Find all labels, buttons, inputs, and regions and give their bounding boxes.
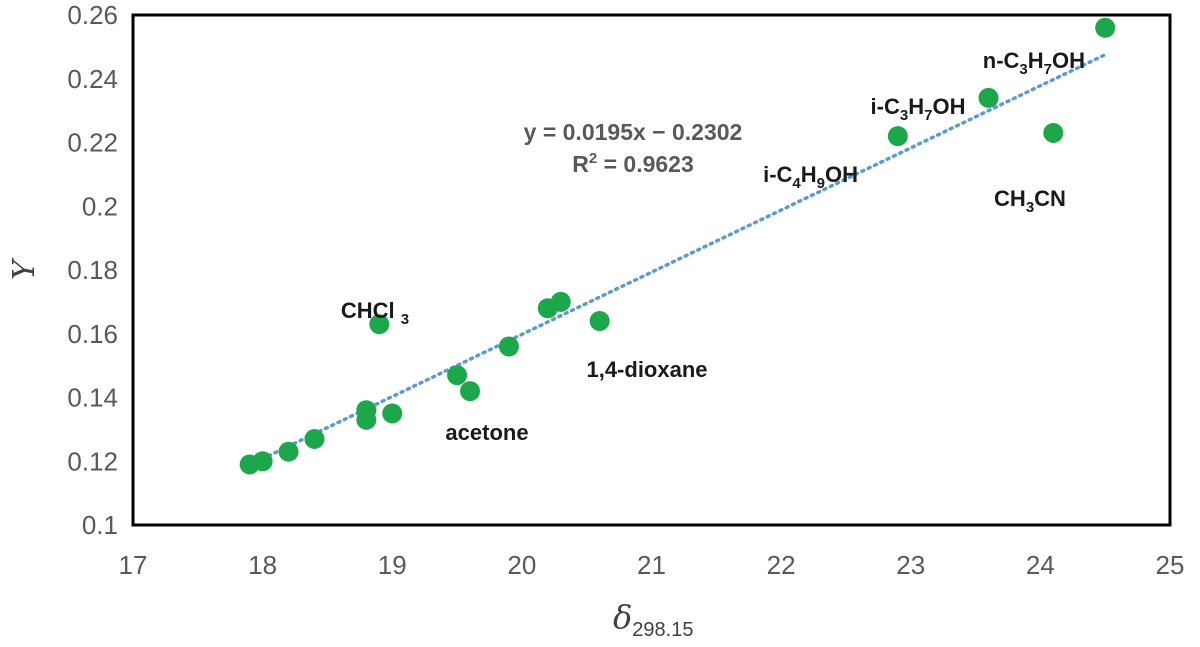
annotation-part: 9 — [817, 175, 825, 192]
annotation-part: H — [801, 162, 817, 187]
y-tick-label: 0.14 — [67, 383, 118, 413]
r2-label: R — [572, 151, 589, 177]
annotation-part: CHCl — [341, 298, 401, 323]
trendline-equation: y = 0.0195x − 0.2302 — [524, 119, 743, 145]
data-point — [978, 87, 999, 108]
annotation-part: 7 — [1044, 61, 1052, 78]
trendline — [247, 52, 1107, 467]
annotation-part: OH — [932, 94, 965, 119]
y-tick-label: 0.12 — [67, 446, 118, 476]
annotation-chcl3: CHCl 3 — [341, 298, 409, 328]
trendline-r-squared: R2 = 0.9623 — [572, 150, 694, 177]
x-axis-ticks: 17 18 19 20 21 22 23 24 25 — [119, 550, 1185, 580]
annotation-part: acetone — [445, 420, 528, 445]
plot-frame — [131, 13, 1172, 527]
annotation-ibutanol: i-C4H9OH — [763, 162, 858, 192]
y-axis-label: Y — [7, 257, 42, 280]
y-axis-ticks: 0.1 0.12 0.14 0.16 0.18 0.2 0.22 0.24 0.26 — [67, 0, 118, 540]
annotation-part: 7 — [924, 107, 932, 124]
annotation-part: H — [908, 94, 924, 119]
x-axis-label: δ298.15 — [613, 598, 693, 641]
x-tick-label: 19 — [378, 550, 407, 580]
annotation-part: OH — [825, 162, 858, 187]
annotation-acetone: acetone — [445, 420, 528, 445]
annotation-part: H — [1028, 48, 1044, 73]
y-tick-label: 0.2 — [82, 191, 118, 221]
annotation-dioxane: 1,4-dioxane — [586, 357, 707, 382]
x-tick-label: 22 — [767, 550, 796, 580]
annotation-part: 3 — [1019, 61, 1027, 78]
data-point — [382, 403, 403, 424]
data-point — [252, 451, 273, 472]
r2-superscript: 2 — [589, 150, 597, 167]
y-tick-label: 0.24 — [67, 64, 118, 94]
r2-value: = 0.9623 — [597, 151, 694, 177]
annotation-npropanol: n-C3H7OH — [983, 48, 1085, 78]
x-tick-label: 25 — [1156, 550, 1185, 580]
annotation-part: i-C — [763, 162, 792, 187]
data-point — [356, 409, 377, 430]
data-point — [304, 428, 325, 449]
data-point — [1043, 122, 1064, 143]
data-points — [239, 17, 1116, 475]
data-point — [550, 291, 571, 312]
x-tick-label: 24 — [1026, 550, 1055, 580]
data-point — [589, 311, 610, 331]
point-annotations: CHCl 3acetone1,4-dioxanei-C4H9OHi-C3H7OH… — [341, 48, 1085, 445]
y-tick-label: 0.18 — [67, 255, 118, 285]
data-point — [369, 314, 390, 335]
data-point — [447, 365, 468, 386]
x-tick-label: 20 — [507, 550, 536, 580]
x-tick-label: 17 — [119, 550, 148, 580]
x-axis-label-main: δ — [613, 598, 632, 636]
annotation-part: CH — [994, 186, 1026, 211]
data-point — [1095, 17, 1116, 38]
x-tick-label: 23 — [896, 550, 925, 580]
data-point — [278, 441, 299, 462]
annotation-part: 3 — [1026, 199, 1034, 216]
x-axis-label-sub: 298.15 — [632, 619, 693, 641]
annotation-ipropanol: i-C3H7OH — [871, 94, 966, 124]
x-tick-label: 18 — [248, 550, 277, 580]
annotation-part: n-C — [983, 48, 1020, 73]
data-point — [887, 126, 908, 147]
annotation-part: 3 — [401, 311, 409, 328]
y-tick-label: 0.26 — [67, 0, 118, 30]
annotation-part: i-C — [871, 94, 900, 119]
trendline-path — [247, 52, 1107, 467]
x-tick-label: 21 — [637, 550, 666, 580]
y-tick-label: 0.22 — [67, 128, 118, 158]
annotation-acetonitrile: CH3CN — [994, 186, 1066, 216]
y-tick-label: 0.16 — [67, 319, 118, 349]
annotation-part: 1,4-dioxane — [586, 357, 707, 382]
annotation-part: OH — [1052, 48, 1085, 73]
y-tick-label: 0.1 — [82, 510, 118, 540]
annotation-part: CN — [1034, 186, 1066, 211]
data-point — [498, 336, 519, 357]
data-point — [460, 381, 481, 402]
annotation-part: 3 — [900, 107, 908, 124]
annotation-part: 4 — [792, 175, 801, 192]
